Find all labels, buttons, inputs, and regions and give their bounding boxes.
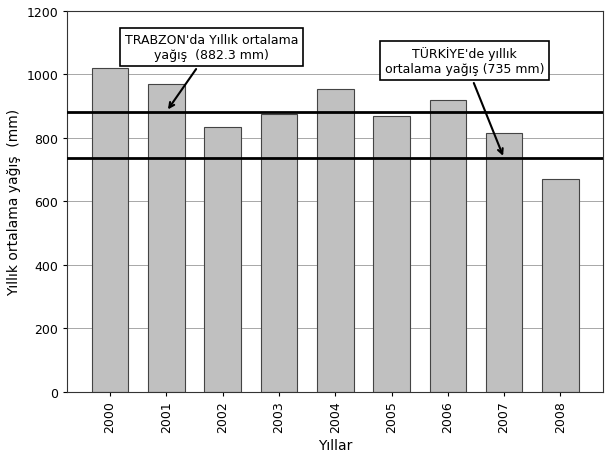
Text: TÜRKİYE'de yıllık
ortalama yağış (735 mm): TÜRKİYE'de yıllık ortalama yağış (735 mm… [385,47,545,154]
Bar [373,117,410,392]
Bar [317,90,354,392]
Y-axis label: Yıllık ortalama yağış  (mm): Yıllık ortalama yağış (mm) [7,108,21,295]
Text: TRABZON'da Yıllık ortalama
yağış  (882.3 mm): TRABZON'da Yıllık ortalama yağış (882.3 … [124,34,298,108]
Bar [486,134,522,392]
Bar [260,115,297,392]
Bar [542,179,579,392]
X-axis label: Yıllar: Yıllar [318,438,353,452]
Bar [204,128,241,392]
Bar [429,101,466,392]
Bar [92,69,128,392]
Bar [148,85,185,392]
